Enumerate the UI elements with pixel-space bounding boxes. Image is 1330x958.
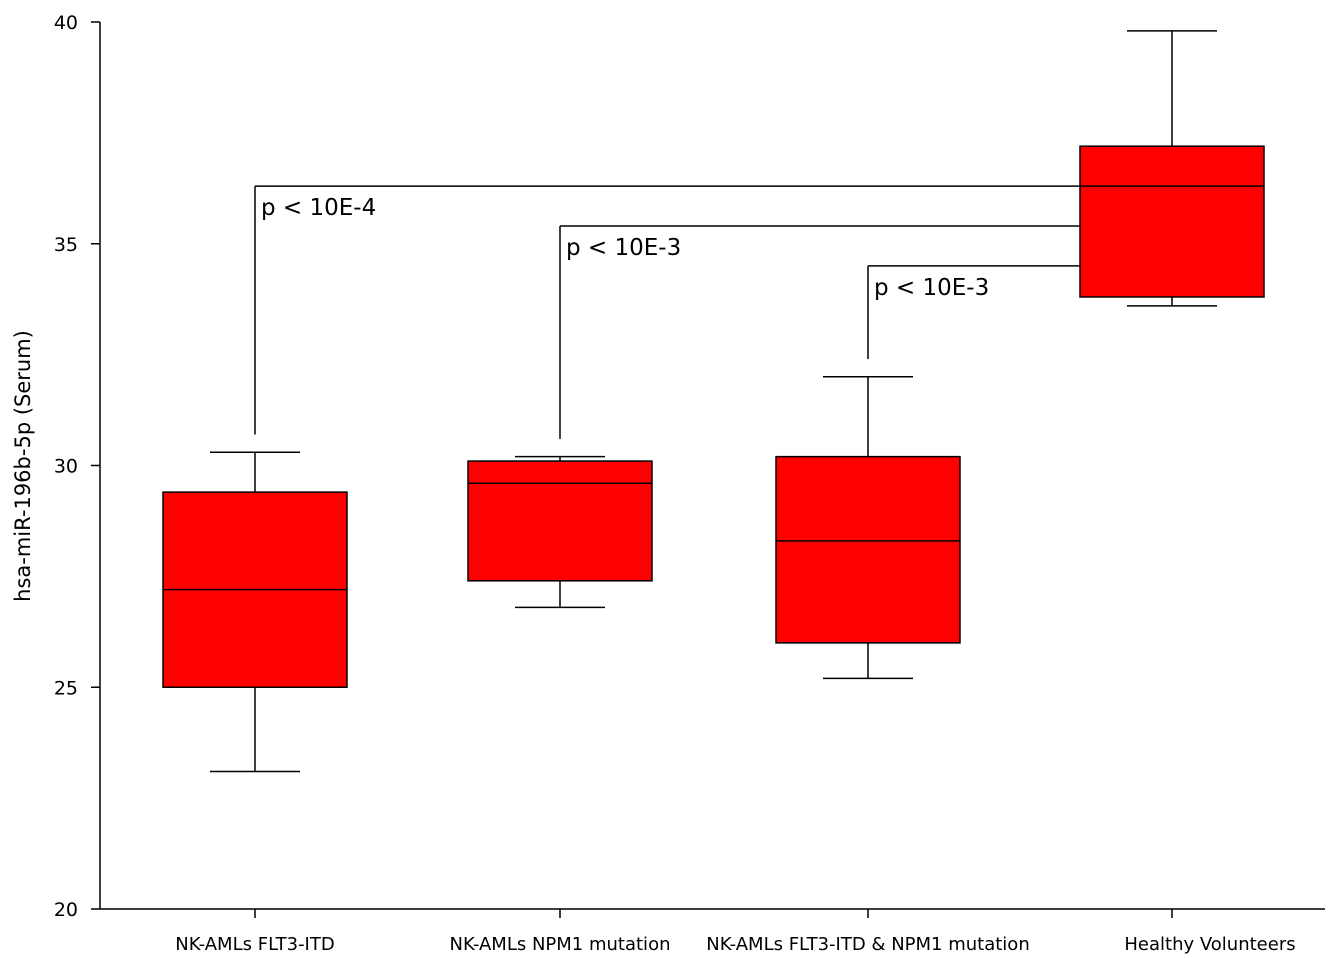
y-tick-label: 40: [54, 12, 78, 34]
iqr-box: [467, 460, 653, 582]
p-value-label: p < 10E-3: [874, 275, 989, 301]
y-tick-label: 25: [54, 677, 78, 699]
p-value-label: p < 10E-4: [261, 195, 376, 221]
significance-bracket-2: p < 10E-3: [559, 225, 1080, 439]
y-axis-label: hsa-miR-196b-5p (Serum): [11, 330, 35, 602]
y-tick-label: 35: [54, 234, 78, 256]
x-tick-label: NK-AMLs NPM1 mutation: [450, 934, 671, 955]
x-tick-label: Healthy Volunteers: [1124, 934, 1295, 955]
p-value-label: p < 10E-3: [566, 235, 681, 261]
box-3: [775, 376, 961, 680]
box-4: [1079, 30, 1265, 307]
boxes: [162, 30, 1265, 773]
significance-annotations: p < 10E-4 p < 10E-3 p < 10E-3: [254, 185, 1080, 439]
significance-bracket-3: p < 10E-3: [867, 265, 1080, 360]
box-1: [162, 451, 348, 773]
y-tick-label: 20: [54, 899, 78, 921]
y-tick-label: 30: [54, 456, 78, 478]
iqr-box: [1079, 145, 1265, 298]
x-tick-label: NK-AMLs FLT3-ITD: [175, 934, 334, 955]
x-tick-label: NK-AMLs FLT3-ITD & NPM1 mutation: [706, 934, 1029, 955]
axes: 20 25 30 35 40 NK-AMLs FLT3-ITD NK-AMLs NPM1 m…: [54, 12, 1325, 955]
box-2: [467, 455, 653, 609]
y-axis-label-group: hsa-miR-196b-5p (Serum): [11, 330, 35, 602]
significance-bracket-1: p < 10E-4: [254, 185, 1080, 435]
iqr-box: [775, 455, 961, 644]
